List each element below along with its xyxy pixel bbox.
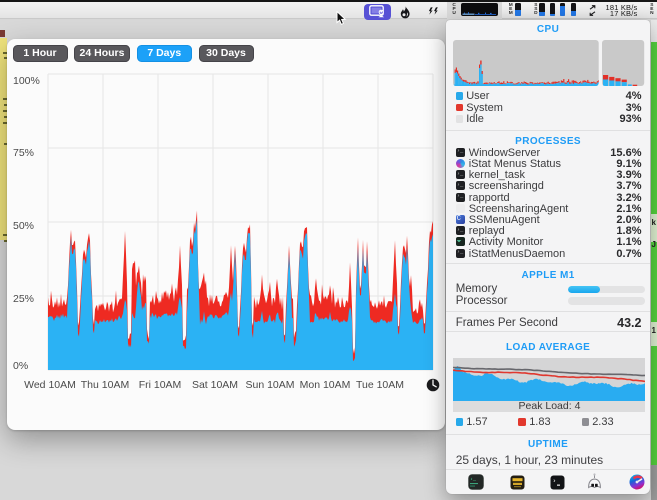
svg-text:0%: 0% — [13, 360, 28, 372]
svg-text:›: › — [553, 477, 557, 484]
svg-text:Tue 10AM: Tue 10AM — [356, 379, 404, 391]
svg-text:25%: 25% — [13, 293, 34, 305]
svg-text:Sun 10AM: Sun 10AM — [245, 379, 294, 391]
svg-text:100%: 100% — [13, 75, 40, 87]
svg-text:Wed 10AM: Wed 10AM — [24, 379, 76, 391]
svg-text:50%: 50% — [13, 220, 34, 232]
svg-text:Thu 10AM: Thu 10AM — [81, 379, 129, 391]
svg-text:›_: ›_ — [470, 477, 477, 483]
svg-text:Sat 10AM: Sat 10AM — [192, 379, 238, 391]
svg-text:75%: 75% — [13, 147, 34, 159]
svg-text:Fri 10AM: Fri 10AM — [139, 379, 182, 391]
svg-text:Mon 10AM: Mon 10AM — [300, 379, 351, 391]
